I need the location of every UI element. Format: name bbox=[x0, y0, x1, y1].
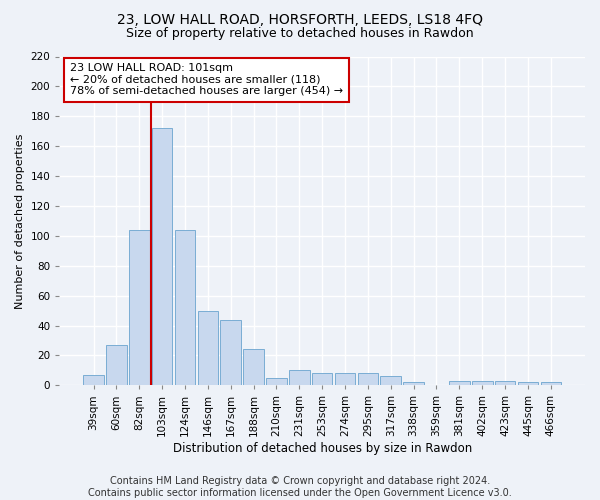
Bar bbox=[83, 375, 104, 386]
Bar bbox=[358, 374, 378, 386]
Bar bbox=[197, 310, 218, 386]
Bar bbox=[289, 370, 310, 386]
Bar bbox=[472, 381, 493, 386]
Bar bbox=[380, 376, 401, 386]
Bar bbox=[175, 230, 195, 386]
Bar bbox=[449, 381, 470, 386]
Text: Size of property relative to detached houses in Rawdon: Size of property relative to detached ho… bbox=[126, 28, 474, 40]
Bar bbox=[403, 382, 424, 386]
Bar bbox=[312, 374, 332, 386]
Bar bbox=[152, 128, 172, 386]
Bar bbox=[106, 345, 127, 386]
Bar bbox=[220, 320, 241, 386]
Y-axis label: Number of detached properties: Number of detached properties bbox=[15, 133, 25, 308]
Bar bbox=[129, 230, 149, 386]
Text: 23 LOW HALL ROAD: 101sqm
← 20% of detached houses are smaller (118)
78% of semi-: 23 LOW HALL ROAD: 101sqm ← 20% of detach… bbox=[70, 63, 343, 96]
Bar bbox=[495, 381, 515, 386]
Bar bbox=[243, 350, 264, 386]
Text: 23, LOW HALL ROAD, HORSFORTH, LEEDS, LS18 4FQ: 23, LOW HALL ROAD, HORSFORTH, LEEDS, LS1… bbox=[117, 12, 483, 26]
Bar bbox=[335, 374, 355, 386]
Bar bbox=[266, 378, 287, 386]
Bar bbox=[541, 382, 561, 386]
Text: Contains HM Land Registry data © Crown copyright and database right 2024.
Contai: Contains HM Land Registry data © Crown c… bbox=[88, 476, 512, 498]
Bar bbox=[518, 382, 538, 386]
X-axis label: Distribution of detached houses by size in Rawdon: Distribution of detached houses by size … bbox=[173, 442, 472, 455]
